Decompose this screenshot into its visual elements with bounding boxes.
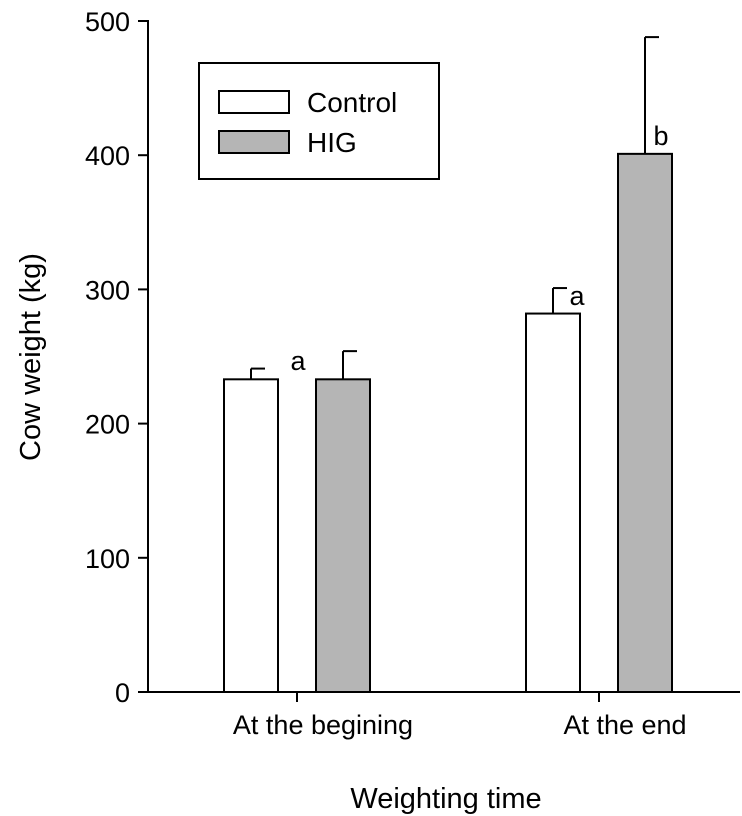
legend-label-hig: HIG [307,127,357,158]
y-axis-ticks: 0 100 200 300 400 500 [85,7,148,708]
significance-label: b [653,121,668,151]
significance-label: a [569,281,585,311]
bar-hig-2 [617,152,673,694]
y-tick-label: 400 [85,141,130,171]
significance-labels: a a b [290,121,668,376]
y-tick-label: 300 [85,275,130,305]
legend-swatch-control [218,90,290,114]
bar-hig-1 [315,378,371,693]
y-tick-label: 0 [115,678,130,708]
bars [223,152,673,694]
x-axis-title: Weighting time [350,783,541,815]
y-tick-label: 500 [85,7,130,37]
x-tick-label: At the begining [233,710,413,740]
legend-box [198,62,440,180]
legend-label-control: Control [307,87,397,118]
legend-swatch-hig [218,130,290,154]
y-tick-label: 200 [85,410,130,440]
x-axis-ticks: At the begining At the end [233,692,687,740]
y-tick-label: 100 [85,544,130,574]
bar-control-2 [525,312,581,693]
bar-control-1 [223,378,279,693]
legend: Control HIG [198,62,440,180]
error-bars [250,36,659,380]
significance-label: a [290,346,306,376]
y-axis-title: Cow weight (kg) [15,253,47,461]
x-tick-label: At the end [563,710,686,740]
